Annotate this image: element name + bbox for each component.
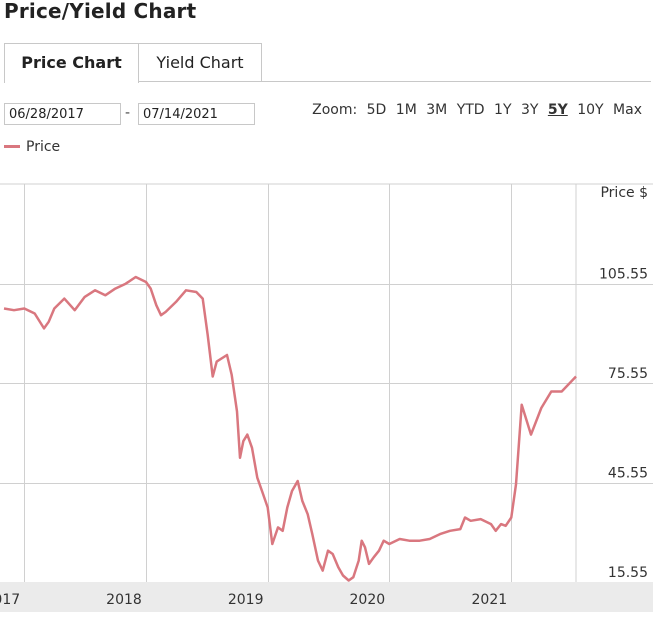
zoom-1y-button[interactable]: 1Y	[494, 102, 512, 118]
x-tick-label: 2019	[228, 592, 264, 608]
chart-tabs: Price Chart Yield Chart	[4, 43, 651, 83]
zoom-5d-button[interactable]: 5D	[366, 102, 387, 118]
x-axis-labels: 2017 2018 2019 2020 2021	[0, 592, 507, 608]
zoom-3m-button[interactable]: 3M	[426, 102, 448, 118]
legend-label-price: Price	[26, 139, 61, 155]
end-date-input[interactable]	[138, 103, 255, 125]
start-date-input[interactable]	[4, 103, 121, 125]
tab-yield-chart[interactable]: Yield Chart	[138, 43, 262, 81]
y-tick-label: 75.55	[608, 366, 648, 382]
zoom-controls: Zoom: 5D 1M 3M YTD 1Y 3Y 5Y 10Y Max	[312, 102, 642, 118]
y-tick-label: 105.55	[599, 267, 648, 283]
x-tick-label: 2018	[106, 592, 142, 608]
zoom-3y-button[interactable]: 3Y	[520, 102, 539, 118]
price-chart: 2017 2018 2019 2020 2021 15.55 45.55 75.55 105.…	[0, 183, 653, 612]
zoom-max-button[interactable]: Max	[613, 102, 642, 118]
zoom-1m-button[interactable]: 1M	[395, 102, 417, 118]
y-axis-title: Price $	[600, 185, 648, 201]
y-tick-label: 15.55	[608, 565, 648, 581]
x-tick-label: 2017	[0, 592, 20, 608]
x-tick-label: 2021	[472, 592, 508, 608]
zoom-10y-button[interactable]: 10Y	[577, 102, 604, 118]
chart-legend[interactable]: Price	[4, 139, 60, 155]
date-range-separator: -	[125, 105, 131, 121]
x-tick-label: 2020	[350, 592, 386, 608]
tab-price-chart[interactable]: Price Chart	[4, 43, 139, 83]
x-axis-band	[0, 582, 653, 612]
zoom-5y-button[interactable]: 5Y	[547, 102, 568, 118]
page-title: Price/Yield Chart	[4, 0, 197, 23]
legend-swatch	[4, 144, 20, 148]
chart-grid	[0, 183, 653, 583]
zoom-label: Zoom:	[312, 102, 358, 118]
zoom-ytd-button[interactable]: YTD	[456, 102, 485, 118]
price-series-line	[3, 275, 577, 582]
y-tick-label: 45.55	[608, 466, 648, 482]
y-axis-labels: 15.55 45.55 75.55 105.55	[599, 267, 648, 582]
